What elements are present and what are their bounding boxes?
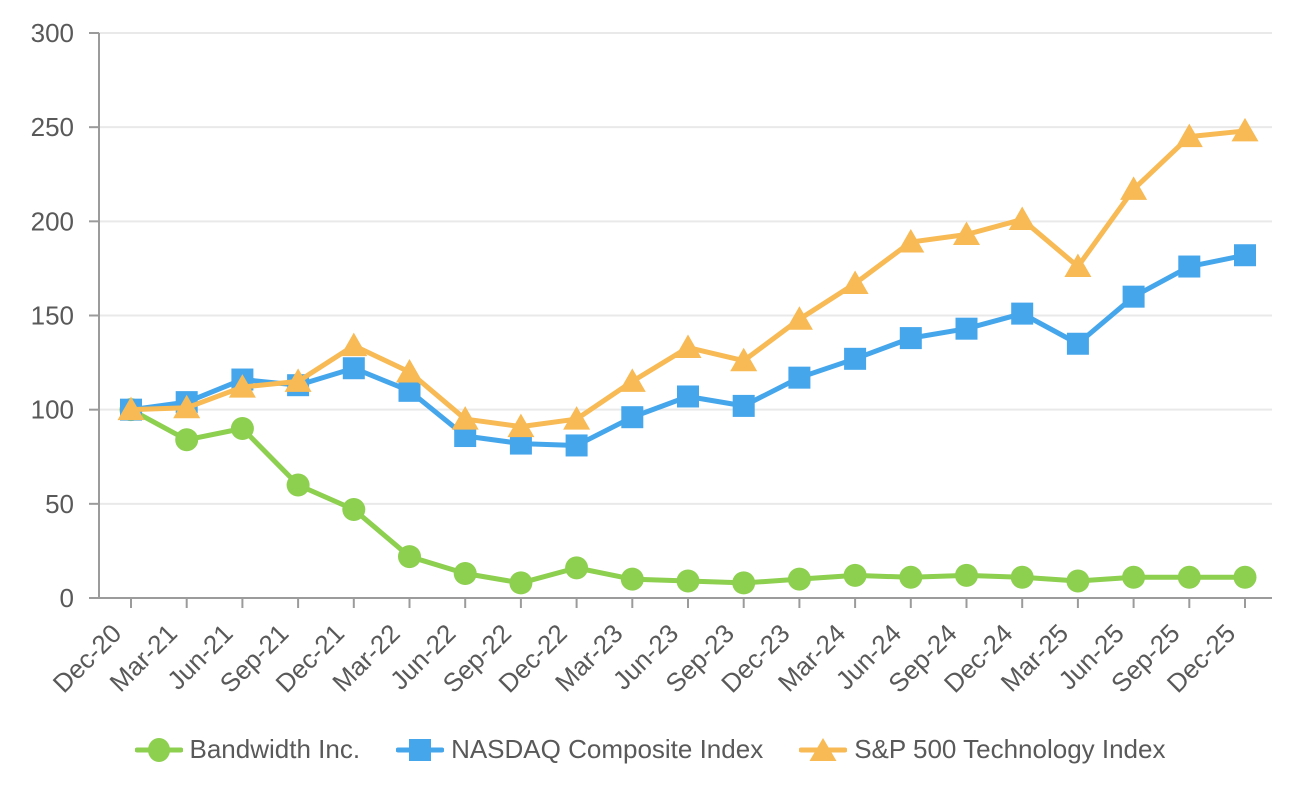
series-marker-s-p-500-technology-index [1175,123,1203,148]
series-marker-bandwidth-inc [1010,565,1034,589]
series-marker-nasdaq-composite-index [454,425,477,448]
series-marker-bandwidth-inc [565,556,589,580]
series-marker-nasdaq-composite-index [899,327,922,350]
series-marker-nasdaq-composite-index [1178,255,1201,278]
y-tick-label: 250 [31,112,74,142]
y-tick-label: 150 [31,301,74,331]
series-marker-s-p-500-technology-index [785,306,813,330]
series-marker-nasdaq-composite-index [1011,302,1034,325]
square-marker-icon [395,737,445,763]
series-marker-s-p-500-technology-index [173,394,201,419]
series-marker-s-p-500-technology-index [841,270,869,294]
legend-label-bandwidth: Bandwidth Inc. [189,734,361,764]
legend-label-sp500-tech: S&P 500 Technology Index [854,734,1166,764]
series-marker-nasdaq-composite-index [509,432,532,455]
series-marker-s-p-500-technology-index [730,347,758,372]
y-tick-label: 300 [31,18,74,48]
series-marker-bandwidth-inc [676,569,700,593]
series-marker-nasdaq-composite-index [565,434,588,457]
series-marker-nasdaq-composite-index [342,357,365,380]
series-marker-s-p-500-technology-index [340,332,368,357]
series-marker-nasdaq-composite-index [1066,332,1089,355]
legend-label-nasdaq: NASDAQ Composite Index [451,734,764,764]
series-marker-s-p-500-technology-index [897,229,925,253]
series-marker-s-p-500-technology-index [507,413,535,438]
legend-item-bandwidth: Bandwidth Inc. [134,734,361,765]
y-tick-label: 100 [31,395,74,425]
series-marker-s-p-500-technology-index [451,406,479,430]
series-marker-bandwidth-inc [1122,565,1146,589]
series-marker-nasdaq-composite-index [732,394,755,417]
chart-legend: Bandwidth Inc. NASDAQ Composite Index S&… [0,712,1300,800]
series-marker-bandwidth-inc [620,567,644,591]
series-marker-nasdaq-composite-index [621,406,644,429]
series-marker-s-p-500-technology-index [396,359,423,383]
series-marker-bandwidth-inc [453,562,477,586]
series-marker-s-p-500-technology-index [1008,206,1036,230]
series-marker-bandwidth-inc [509,571,533,595]
series-marker-s-p-500-technology-index [117,396,145,421]
series-marker-bandwidth-inc [342,497,366,521]
triangle-marker-icon [798,737,848,763]
y-tick-label: 200 [31,206,74,236]
legend-item-sp500-tech: S&P 500 Technology Index [798,734,1166,765]
series-marker-bandwidth-inc [787,567,811,591]
series-marker-s-p-500-technology-index [1231,117,1259,142]
series-marker-nasdaq-composite-index [844,347,867,370]
series-marker-bandwidth-inc [732,571,756,595]
series-marker-bandwidth-inc [899,565,923,589]
y-tick-label: 50 [45,489,74,519]
series-marker-nasdaq-composite-index [955,317,978,340]
series-marker-bandwidth-inc [230,417,254,440]
legend-item-nasdaq: NASDAQ Composite Index [395,734,764,765]
series-marker-s-p-500-technology-index [563,406,591,430]
series-marker-s-p-500-technology-index [1120,176,1148,200]
series-marker-bandwidth-inc [843,563,867,587]
series-marker-nasdaq-composite-index [1234,244,1256,267]
circle-marker-icon [134,737,183,763]
series-marker-s-p-500-technology-index [284,368,312,392]
series-marker-s-p-500-technology-index [228,374,256,398]
series-marker-bandwidth-inc [398,545,421,569]
series-marker-nasdaq-composite-index [788,366,811,389]
series-marker-s-p-500-technology-index [674,334,702,359]
series-marker-bandwidth-inc [1177,565,1201,589]
series-marker-bandwidth-inc [1233,565,1257,589]
series-marker-nasdaq-composite-index [677,385,699,408]
series-marker-bandwidth-inc [175,428,199,452]
series-marker-nasdaq-composite-index [1122,285,1145,308]
y-tick-label: 0 [60,583,74,613]
series-marker-s-p-500-technology-index [953,221,980,246]
series-marker-s-p-500-technology-index [618,368,646,392]
series-marker-bandwidth-inc [286,473,310,497]
chart-plot-area: 050100150200250300Dec-20Mar-21Jun-21Sep-… [31,18,1272,699]
series-marker-nasdaq-composite-index [398,379,421,402]
series-marker-bandwidth-inc [955,563,978,587]
series-marker-bandwidth-inc [1066,569,1090,593]
series-marker-s-p-500-technology-index [1064,253,1092,278]
